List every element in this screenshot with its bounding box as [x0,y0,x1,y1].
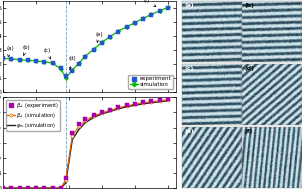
Text: (e): (e) [96,32,103,43]
Text: (a): (a) [7,46,14,57]
Text: (a): (a) [185,3,194,8]
Text: (e): (e) [185,129,194,134]
Text: (c): (c) [44,48,51,59]
Legend: $\beta_{\perp}$ (experiment), $\beta_{\perp}$ (simulation), $\varphi_m$ (simulat: $\beta_{\perp}$ (experiment), $\beta_{\p… [5,100,61,131]
Legend: experiment, simulation: experiment, simulation [128,75,173,89]
Text: (b): (b) [245,3,255,8]
Text: (b): (b) [22,45,30,55]
Text: (f): (f) [143,0,156,7]
Text: (f): (f) [245,129,253,134]
Text: (d): (d) [245,66,255,71]
Text: (c): (c) [185,66,194,71]
Text: (d): (d) [68,56,76,69]
